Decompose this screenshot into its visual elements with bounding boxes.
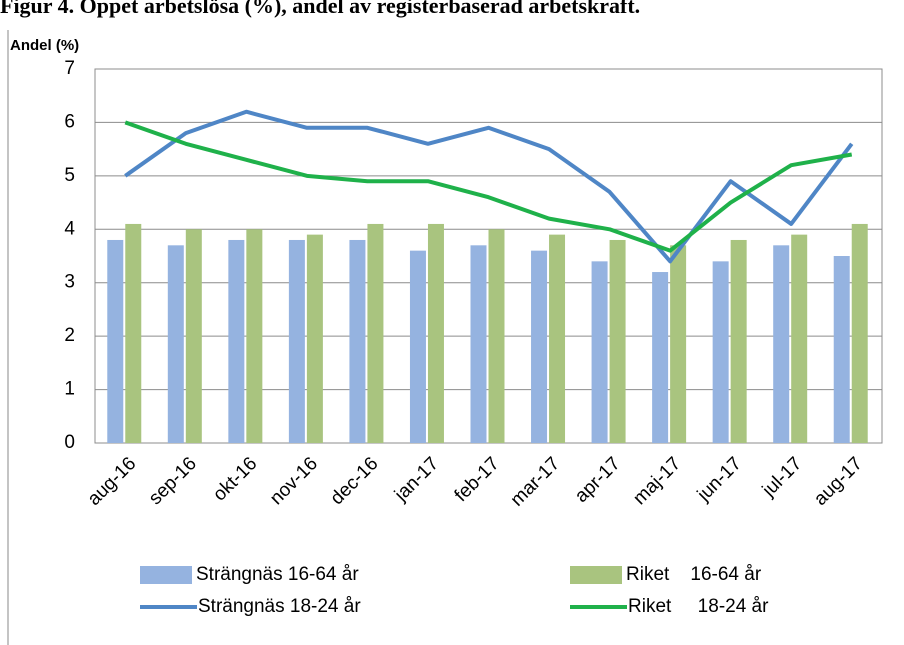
bar	[488, 229, 505, 443]
x-tick-label: jul-17	[758, 453, 806, 501]
x-tick-label: jun-17	[693, 453, 746, 506]
bar	[185, 229, 202, 443]
bar	[228, 239, 245, 443]
bar	[349, 239, 366, 443]
bar	[591, 261, 608, 443]
legend-label: Riket 18-24 år	[628, 596, 769, 617]
bar	[609, 239, 626, 443]
x-tick-label: sep-16	[145, 453, 201, 509]
bar	[712, 261, 729, 443]
legend-label: Riket 16-64 år	[626, 564, 762, 585]
bar	[246, 229, 263, 443]
bar	[107, 239, 124, 443]
x-tick-label: aug-17	[810, 453, 867, 510]
bar	[833, 256, 850, 443]
x-tick-label: mar-17	[507, 453, 564, 510]
bar	[167, 245, 184, 443]
x-tick-label: jan-17	[390, 453, 443, 506]
chart-title: Figur 4. Öppet arbetslösa (%), andel av …	[0, 0, 640, 18]
y-axis-label: Andel (%)	[10, 37, 79, 54]
x-tick-label: apr-17	[571, 453, 625, 507]
bar	[549, 234, 566, 443]
y-tick-label: 6	[64, 111, 75, 132]
y-tick-label: 4	[64, 218, 75, 239]
bar	[427, 223, 444, 443]
bar	[670, 245, 687, 443]
x-tick-label: okt-16	[209, 453, 261, 505]
x-tick-label: nov-16	[266, 453, 322, 509]
y-tick-label: 1	[64, 379, 75, 400]
bar	[306, 234, 323, 443]
legend-label: Strängnäs 18-24 år	[198, 596, 361, 617]
bar	[531, 250, 548, 443]
y-tick-label: 0	[64, 432, 75, 453]
bar	[791, 234, 808, 443]
x-tick-label: aug-16	[84, 453, 141, 510]
y-tick-label: 5	[64, 165, 75, 186]
legend-swatch	[570, 566, 622, 584]
bar	[125, 223, 142, 443]
y-tick-label: 3	[64, 272, 75, 293]
bar	[367, 223, 384, 443]
bar	[470, 245, 487, 443]
line	[124, 109, 854, 264]
y-tick-label: 2	[64, 325, 75, 346]
bar	[409, 250, 426, 443]
bar	[773, 245, 790, 443]
legend-label: Strängnäs 16-64 år	[196, 564, 359, 585]
y-tick-label: 7	[64, 58, 75, 79]
line	[124, 120, 853, 253]
bar	[652, 272, 669, 443]
x-tick-label: dec-16	[327, 453, 383, 509]
x-tick-label: maj-17	[629, 453, 685, 509]
bar	[288, 239, 305, 443]
x-tick-label: feb-17	[451, 453, 504, 506]
legend-swatch	[140, 566, 192, 584]
bar	[730, 239, 747, 443]
bar	[851, 223, 868, 443]
